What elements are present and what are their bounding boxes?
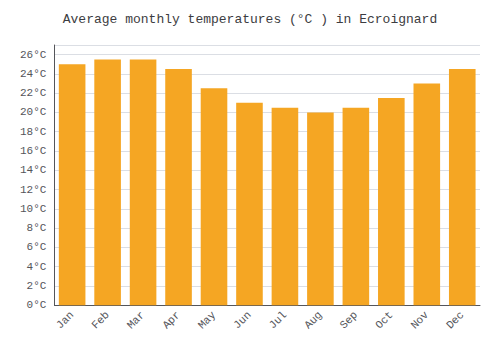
svg-text:Aug: Aug — [302, 309, 324, 331]
svg-text:14°C: 14°C — [20, 164, 47, 176]
svg-text:2°C: 2°C — [27, 280, 47, 292]
svg-text:May: May — [196, 309, 219, 332]
svg-text:Jul: Jul — [267, 309, 289, 331]
svg-text:Average monthly temperatures (: Average monthly temperatures (°C ) in Ec… — [63, 12, 437, 27]
svg-text:4°C: 4°C — [27, 261, 47, 273]
svg-text:8°C: 8°C — [27, 222, 47, 234]
svg-text:Jan: Jan — [54, 309, 76, 331]
svg-text:16°C: 16°C — [20, 145, 47, 157]
svg-text:18°C: 18°C — [20, 126, 47, 138]
svg-text:Oct: Oct — [373, 309, 395, 331]
svg-text:Apr: Apr — [160, 309, 182, 331]
svg-text:26°C: 26°C — [20, 49, 47, 61]
svg-text:Sep: Sep — [338, 309, 360, 331]
svg-text:Nov: Nov — [409, 309, 432, 332]
svg-text:6°C: 6°C — [27, 241, 47, 253]
svg-text:22°C: 22°C — [20, 87, 47, 99]
svg-text:12°C: 12°C — [20, 184, 47, 196]
svg-text:Jun: Jun — [231, 309, 253, 331]
svg-text:24°C: 24°C — [20, 68, 47, 80]
svg-text:Mar: Mar — [125, 309, 147, 331]
svg-text:10°C: 10°C — [20, 203, 47, 215]
svg-text:Dec: Dec — [444, 309, 466, 331]
svg-text:Feb: Feb — [89, 309, 111, 331]
svg-text:0°C: 0°C — [27, 299, 47, 311]
svg-text:20°C: 20°C — [20, 106, 47, 118]
